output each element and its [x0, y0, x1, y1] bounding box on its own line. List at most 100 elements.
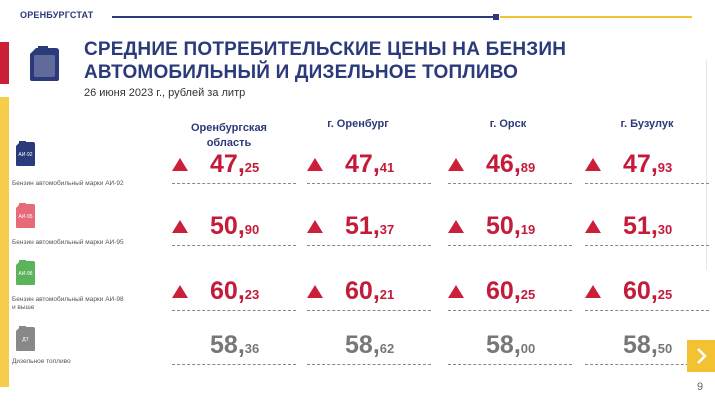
- price-fraction: 30: [657, 222, 673, 237]
- row-label-line: Дизельное топливо: [12, 358, 71, 365]
- column-header-line: г. Орск: [489, 118, 527, 130]
- up-arrow-icon: [172, 158, 188, 171]
- price-whole: 51: [623, 212, 651, 240]
- price-cell: 46,89: [446, 148, 576, 186]
- price-value: 51,30: [623, 212, 672, 241]
- price-whole: 58: [486, 331, 514, 359]
- up-arrow-icon: [585, 285, 601, 298]
- price-fraction: 25: [520, 287, 536, 302]
- price-cell: 51,37: [305, 210, 435, 248]
- price-whole: 47: [345, 150, 373, 178]
- price-fraction: 50: [657, 341, 673, 356]
- row-label-line: Бензин автомобильный марки АИ-98: [12, 296, 124, 303]
- row-label: Бензин автомобильный марки АИ-98 и выше: [12, 296, 124, 312]
- column-header-line: г. Оренбург: [327, 118, 389, 130]
- row-label-line: и выше: [12, 304, 35, 311]
- price-fraction: 90: [244, 222, 260, 237]
- cell-underline: [448, 245, 572, 246]
- chevron-right-icon: [697, 348, 707, 364]
- column-header: г. Бузулук: [582, 117, 712, 132]
- up-arrow-icon: [172, 220, 188, 233]
- cell-underline: [585, 310, 709, 311]
- header-rule-marker: [493, 14, 499, 20]
- up-arrow-icon: [307, 220, 323, 233]
- header-rule-yellow: [500, 16, 692, 18]
- price-fraction: 41: [379, 160, 395, 175]
- canister-grade-text: АИ-92: [18, 152, 32, 158]
- right-divider: [706, 60, 707, 270]
- price-fraction: 93: [657, 160, 673, 175]
- cell-underline: [448, 310, 572, 311]
- row-label: Бензин автомобильный марки АИ-95: [12, 239, 124, 247]
- decimal-separator: ,: [513, 150, 521, 178]
- canister-grade-text: АИ-98: [18, 271, 32, 277]
- cell-underline: [448, 364, 572, 365]
- cell-underline: [307, 183, 431, 184]
- price-whole: 58: [623, 331, 651, 359]
- price-value: 60,25: [486, 277, 535, 306]
- price-cell: 60,25: [583, 275, 713, 313]
- page-number: 9: [697, 381, 704, 393]
- fuel-canister-icon: [30, 46, 59, 81]
- price-cell: 50,19: [446, 210, 576, 248]
- decimal-separator: ,: [237, 277, 245, 305]
- price-cell: 58,00: [446, 329, 576, 367]
- price-cell: 58,62: [305, 329, 435, 367]
- price-whole: 50: [210, 212, 238, 240]
- row-label-line: Бензин автомобильный марки АИ-92: [12, 180, 124, 187]
- row-label-line: Бензин автомобильный марки АИ-95: [12, 239, 124, 246]
- price-cell: 47,25: [170, 148, 300, 186]
- price-whole: 47: [623, 150, 651, 178]
- price-whole: 50: [486, 212, 514, 240]
- cell-underline: [585, 183, 709, 184]
- price-fraction: 62: [379, 341, 395, 356]
- up-arrow-icon: [172, 285, 188, 298]
- title-line-1: СРЕДНИЕ ПОТРЕБИТЕЛЬСКИЕ ЦЕНЫ НА БЕНЗИН: [84, 39, 567, 60]
- ai92-canister-icon: АИ-92: [16, 141, 35, 166]
- cell-underline: [172, 310, 296, 311]
- price-value: 50,19: [486, 212, 535, 241]
- column-header-line: область: [206, 137, 252, 149]
- cell-underline: [172, 245, 296, 246]
- column-header: г. Оренбург: [293, 117, 423, 132]
- price-whole: 47: [210, 150, 238, 178]
- price-value: 46,89: [486, 150, 535, 179]
- price-fraction: 21: [379, 287, 395, 302]
- cell-underline: [307, 245, 431, 246]
- cell-underline: [307, 364, 431, 365]
- cell-underline: [172, 183, 296, 184]
- price-whole: 46: [486, 150, 514, 178]
- price-fraction: 19: [520, 222, 536, 237]
- price-cell: 58,50: [583, 329, 713, 367]
- decimal-separator: ,: [237, 212, 245, 240]
- diesel-canister-icon: ДТ: [16, 326, 35, 351]
- price-whole: 58: [210, 331, 238, 359]
- price-fraction: 36: [244, 341, 260, 356]
- column-header-line: Оренбургская: [191, 122, 267, 134]
- decimal-separator: ,: [237, 150, 245, 178]
- price-cell: 60,21: [305, 275, 435, 313]
- cell-underline: [172, 364, 296, 365]
- price-value: 51,37: [345, 212, 394, 241]
- brand-label: ОРЕНБУРГСТАТ: [20, 10, 94, 20]
- row-label: Дизельное топливо: [12, 358, 71, 366]
- next-slide-button[interactable]: [687, 340, 715, 372]
- cell-underline: [585, 364, 709, 365]
- price-cell: 60,23: [170, 275, 300, 313]
- price-value: 50,90: [210, 212, 259, 241]
- decimal-separator: ,: [372, 277, 380, 305]
- up-arrow-icon: [448, 158, 464, 171]
- up-arrow-icon: [585, 158, 601, 171]
- price-value: 58,50: [623, 331, 672, 360]
- price-value: 60,23: [210, 277, 259, 306]
- price-fraction: 25: [657, 287, 673, 302]
- price-value: 47,93: [623, 150, 672, 179]
- price-value: 47,25: [210, 150, 259, 179]
- page-subtitle: 26 июня 2023 г., рублей за литр: [84, 87, 246, 99]
- decimal-separator: ,: [650, 150, 658, 178]
- price-cell: 58,36: [170, 329, 300, 367]
- price-whole: 60: [486, 277, 514, 305]
- price-whole: 51: [345, 212, 373, 240]
- column-header: г. Орск: [443, 117, 573, 132]
- cell-underline: [307, 310, 431, 311]
